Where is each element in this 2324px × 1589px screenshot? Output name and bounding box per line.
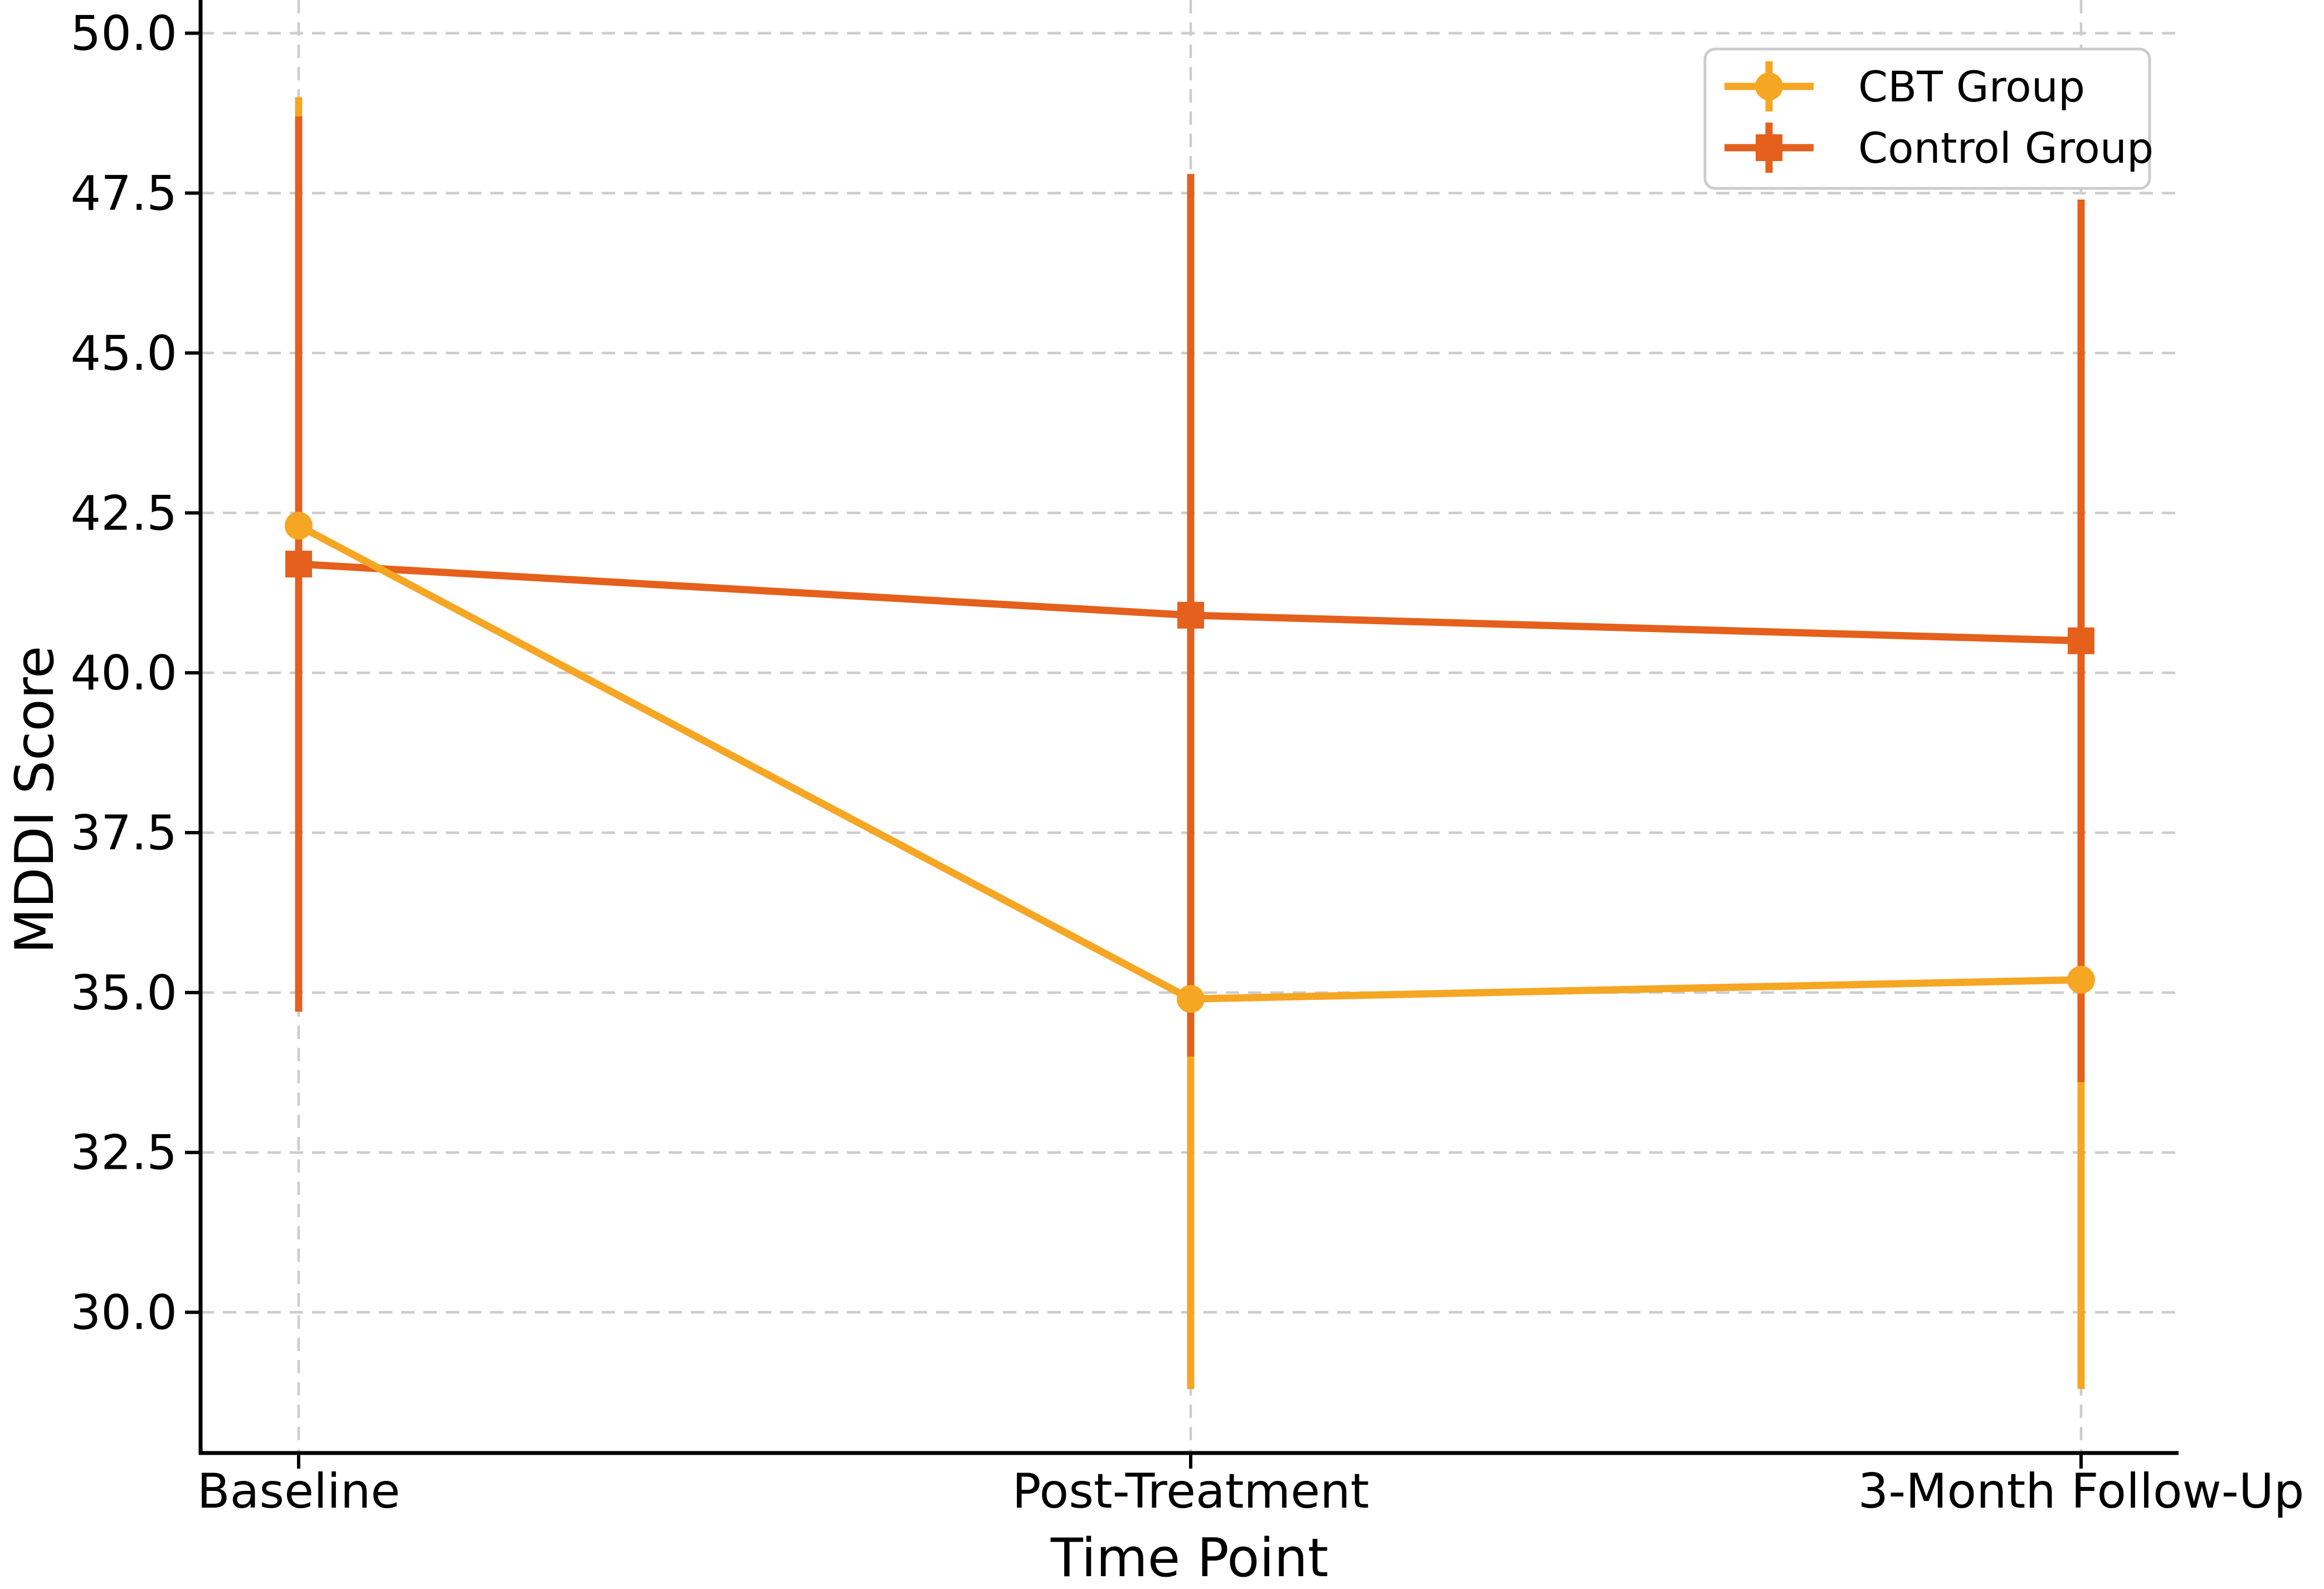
y-tick-label: 35.0	[71, 965, 177, 1021]
data-point-control-group	[2068, 627, 2094, 654]
legend-label: CBT Group	[1858, 62, 2085, 111]
y-tick-label: 40.0	[71, 645, 177, 701]
data-point-control-group	[285, 551, 312, 578]
data-point-cbt-group	[285, 512, 313, 540]
axes-layer	[185, 0, 2179, 1469]
errorbar-layer	[295, 97, 2085, 1389]
legend-label: Control Group	[1858, 123, 2154, 173]
x-tick-label: 3-Month Follow-Up	[1858, 1464, 2304, 1519]
y-tick-label: 45.0	[71, 325, 177, 381]
x-tick-label: Baseline	[197, 1464, 401, 1519]
x-axis-title: Time Point	[1050, 1528, 1329, 1589]
legend-box	[1703, 47, 2151, 190]
x-tick-label: Post-Treatment	[1012, 1464, 1370, 1519]
y-axis-title: MDDI Score	[4, 646, 66, 954]
series-layer	[285, 512, 2095, 1013]
y-tick-label: 32.5	[71, 1125, 177, 1181]
legend-marker-circle	[1755, 72, 1783, 100]
legend: CBT Group Control Group	[1703, 47, 2154, 190]
data-point-control-group	[1177, 601, 1204, 629]
data-point-cbt-group	[1177, 985, 1205, 1013]
y-tick-label: 30.0	[71, 1285, 177, 1341]
data-point-cbt-group	[2067, 965, 2095, 994]
y-tick-label: 37.5	[71, 805, 177, 861]
y-tick-label: 50.0	[71, 6, 177, 62]
y-tick-label: 42.5	[71, 485, 177, 541]
legend-marker-square	[1756, 134, 1782, 161]
y-tick-label: 47.5	[71, 166, 177, 222]
ticklabel-layer: 50.0 47.5 45.0 42.5 40.0 37.5 35.0 32.5 30.0 Base…	[71, 6, 2304, 1519]
